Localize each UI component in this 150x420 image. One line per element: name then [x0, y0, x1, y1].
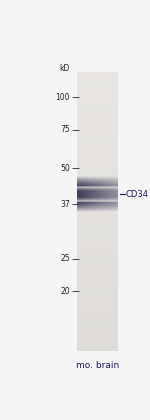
Text: 75: 75: [60, 125, 70, 134]
Text: 100: 100: [55, 93, 70, 102]
Text: 20: 20: [60, 287, 70, 296]
Text: kD: kD: [60, 64, 70, 73]
Text: CD34: CD34: [126, 190, 149, 199]
Text: 37: 37: [60, 200, 70, 208]
Text: 25: 25: [60, 255, 70, 263]
Text: 50: 50: [60, 164, 70, 173]
Text: mo. brain: mo. brain: [76, 361, 119, 370]
